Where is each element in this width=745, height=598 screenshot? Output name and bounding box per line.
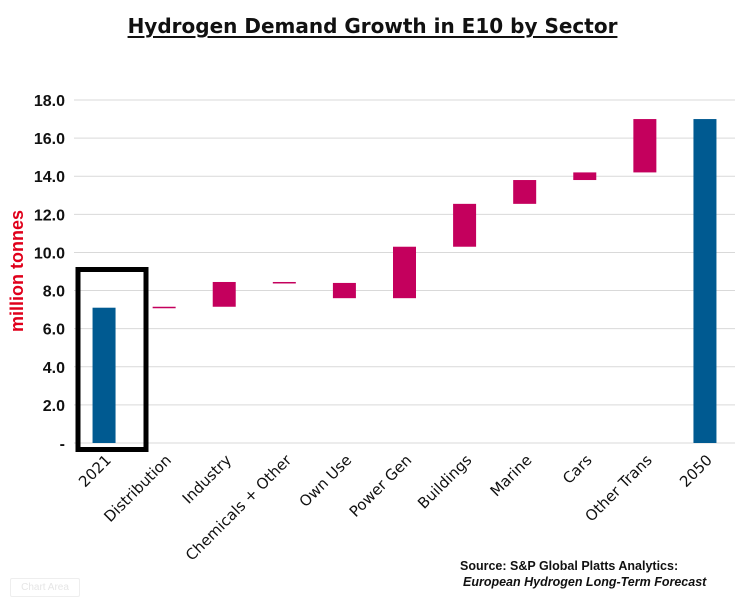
y-axis-ticks: - 2.0 4.0 6.0 8.0 10.0 12.0 14.0 16.0 18.0 bbox=[34, 93, 65, 453]
x-tick-label: Chemicals + Other bbox=[182, 451, 296, 565]
y-tick-label: 8.0 bbox=[43, 284, 65, 301]
source-line2: European Hydrogen Long-Term Forecast bbox=[463, 575, 707, 589]
chart-area-tag: Chart Area bbox=[10, 578, 80, 597]
y-tick-label: 10.0 bbox=[34, 245, 65, 262]
bar-buildings bbox=[453, 203, 477, 247]
x-tick-label: Own Use bbox=[296, 451, 356, 511]
y-tick-label: 2.0 bbox=[43, 398, 65, 415]
y-tick-label: 18.0 bbox=[34, 93, 65, 110]
bar-other-trans bbox=[633, 119, 657, 173]
y-tick-label: 6.0 bbox=[43, 322, 65, 339]
bar-marine bbox=[513, 180, 537, 204]
bars bbox=[92, 119, 717, 444]
highlight-box-2021 bbox=[75, 267, 149, 452]
y-axis-label: million tonnes bbox=[7, 210, 27, 332]
y-tick-label: 14.0 bbox=[34, 169, 65, 186]
x-tick-label: Industry bbox=[179, 451, 235, 507]
bar-distribution bbox=[152, 306, 176, 309]
y-tick-label: 4.0 bbox=[43, 360, 65, 377]
y-tick-label: 12.0 bbox=[34, 207, 65, 224]
x-tick-label: Marine bbox=[487, 451, 536, 500]
bar-cars bbox=[573, 172, 597, 181]
y-tick-label: 16.0 bbox=[34, 131, 65, 148]
chart-title: Hydrogen Demand Growth in E10 by Sector bbox=[127, 14, 618, 38]
bar-2021 bbox=[92, 307, 116, 443]
bar-chemicals-other bbox=[272, 281, 296, 284]
bar-own-use bbox=[332, 282, 356, 299]
source-line1: Source: S&P Global Platts Analytics: bbox=[460, 559, 679, 573]
x-tick-label: 2050 bbox=[676, 451, 716, 491]
x-tick-label: Buildings bbox=[414, 451, 475, 512]
bar-2050 bbox=[693, 119, 717, 444]
bar-power-gen bbox=[393, 246, 416, 299]
y-tick-label: - bbox=[60, 436, 65, 453]
bar-industry bbox=[212, 281, 236, 307]
x-tick-label: 2021 bbox=[75, 451, 115, 491]
x-tick-label: Power Gen bbox=[346, 451, 416, 521]
x-tick-label: Cars bbox=[559, 451, 596, 488]
